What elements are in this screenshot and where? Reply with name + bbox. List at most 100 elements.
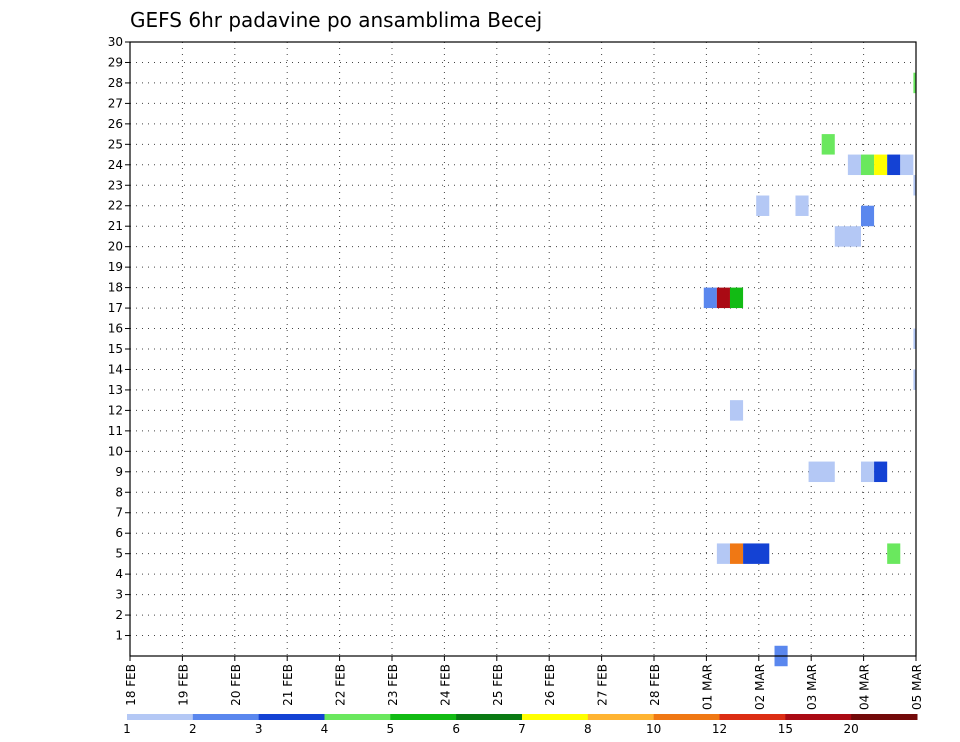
x-tick-label: 22 FEB — [334, 664, 348, 706]
colorbar-swatch — [587, 714, 655, 720]
x-axis: 18 FEB 19 FEB 20 FEB 21 FEB 22 FEB 23 FEB 24 F… — [124, 656, 924, 710]
y-tick-label: 11 — [108, 424, 123, 438]
x-tick-label: 01 MAR — [700, 664, 714, 710]
colorbar-swatch — [522, 714, 589, 720]
x-tick-label: 02 MAR — [753, 664, 767, 710]
colorbar-label: 20 — [844, 722, 859, 736]
colorbar-label: 12 — [712, 722, 727, 736]
data-cell — [913, 328, 916, 349]
y-tick-label: 3 — [115, 588, 123, 602]
y-tick-label: 21 — [108, 219, 123, 233]
y-tick-label: 13 — [108, 383, 123, 397]
y-tick-label: 4 — [115, 567, 123, 581]
x-tick-label: 24 FEB — [438, 664, 452, 706]
chart-title: GEFS 6hr padavine po ansamblima Becej — [130, 8, 542, 32]
y-tick-label: 1 — [115, 629, 123, 643]
y-axis: 1234567891011121314151617181920212223242… — [108, 35, 130, 643]
data-cell — [913, 175, 916, 196]
data-cell — [795, 195, 809, 216]
colorbar-swatch — [258, 714, 325, 720]
data-cell — [743, 543, 770, 564]
x-tick-label: 03 MAR — [805, 664, 819, 710]
y-tick-label: 18 — [108, 281, 123, 295]
colorbar-swatch — [719, 714, 786, 720]
y-tick-label: 29 — [108, 55, 123, 69]
data-cell — [716, 543, 730, 564]
y-tick-label: 17 — [108, 301, 123, 315]
y-tick-label: 20 — [108, 240, 123, 254]
colorbar-swatch — [653, 714, 720, 720]
y-tick-label: 5 — [115, 547, 123, 561]
y-tick-label: 24 — [108, 158, 123, 172]
colorbar-label: 7 — [518, 722, 526, 736]
data-cell — [729, 287, 744, 309]
data-cell — [716, 287, 730, 309]
data-cell — [860, 461, 875, 483]
x-tick-label: 21 FEB — [281, 664, 295, 706]
colorbar-label: 4 — [321, 722, 329, 736]
y-tick-label: 23 — [108, 178, 123, 192]
data-cell — [913, 369, 916, 390]
grid-lines — [130, 41, 916, 656]
colorbar-label: 3 — [255, 722, 263, 736]
y-tick-label: 22 — [108, 199, 123, 213]
x-tick-label: 04 MAR — [858, 664, 872, 710]
x-tick-label: 26 FEB — [543, 664, 557, 706]
colorbar-swatch — [127, 714, 194, 720]
y-tick-label: 27 — [108, 96, 123, 110]
y-tick-label: 25 — [108, 137, 123, 151]
x-tick-label: 20 FEB — [229, 664, 243, 706]
data-cells — [703, 72, 916, 667]
colorbar-label: 2 — [189, 722, 197, 736]
data-cell — [874, 154, 888, 176]
colorbar-swatch — [192, 714, 260, 720]
data-cell — [834, 226, 861, 247]
colorbar-label: 1 — [123, 722, 131, 736]
y-tick-label: 15 — [108, 342, 123, 356]
data-cell — [729, 400, 744, 421]
x-tick-label: 18 FEB — [124, 664, 138, 706]
x-tick-label: 28 FEB — [648, 664, 662, 706]
data-cell — [913, 72, 916, 94]
colorbar-swatch — [851, 714, 918, 720]
x-tick-label: 19 FEB — [176, 664, 190, 706]
x-tick-label: 27 FEB — [596, 664, 610, 706]
colorbar-label: 5 — [387, 722, 395, 736]
y-tick-label: 16 — [108, 322, 123, 336]
plot-frame — [129, 41, 917, 657]
colorbar-swatch — [324, 714, 391, 720]
colorbar-swatch — [456, 714, 523, 720]
y-tick-label: 2 — [115, 608, 123, 622]
x-tick-label: 23 FEB — [386, 664, 400, 706]
data-cell — [756, 195, 770, 216]
colorbar-swatch — [390, 714, 457, 720]
y-tick-label: 10 — [108, 444, 123, 458]
data-cell — [887, 543, 901, 564]
y-tick-label: 14 — [108, 362, 123, 376]
data-cell — [900, 154, 914, 176]
data-cell — [847, 154, 861, 176]
colorbar: 1 2 3 4 5 6 7 8 10 12 15 20 — [123, 714, 918, 736]
y-tick-label: 26 — [108, 117, 123, 131]
data-cell — [821, 134, 835, 155]
colorbar-label: 10 — [646, 722, 661, 736]
colorbar-label: 6 — [452, 722, 460, 736]
y-tick-label: 8 — [115, 485, 123, 499]
data-cell — [887, 154, 901, 176]
data-cell — [729, 543, 744, 564]
x-tick-label: 05 MAR — [910, 664, 924, 710]
colorbar-label: 8 — [584, 722, 592, 736]
colorbar-swatch — [785, 714, 852, 720]
y-tick-label: 30 — [108, 35, 123, 49]
y-tick-label: 28 — [108, 76, 123, 90]
x-tick-label: 25 FEB — [491, 664, 505, 706]
data-cell — [703, 287, 717, 309]
data-cell — [808, 461, 835, 483]
colorbar-label: 15 — [778, 722, 793, 736]
y-tick-label: 9 — [115, 465, 123, 479]
y-tick-label: 6 — [115, 526, 123, 540]
y-tick-label: 12 — [108, 403, 123, 417]
data-cell — [874, 461, 888, 483]
y-tick-label: 19 — [108, 260, 123, 274]
